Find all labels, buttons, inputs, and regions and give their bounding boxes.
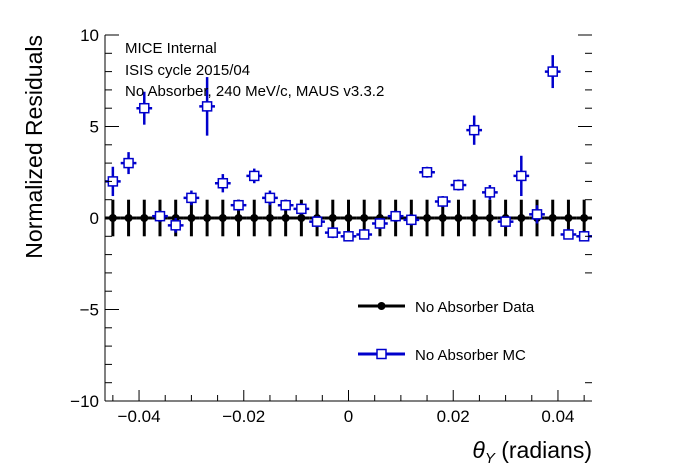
legend-data-label: No Absorber Data [415, 299, 535, 316]
data-point-marker [423, 214, 432, 222]
mc-point-marker [406, 214, 417, 226]
mc-point-marker [563, 229, 574, 240]
mc-point-marker [358, 229, 370, 240]
mc-point-marker [311, 216, 323, 227]
axes-layer: 10 5 0 −5 −10 −0.04 −0.02 0 0.02 0.04 [70, 26, 592, 426]
mc-point-marker [374, 218, 386, 229]
mc-point-marker [468, 124, 480, 136]
x-axis-label-subscript: Y [485, 450, 496, 467]
mc-point-marker [186, 192, 197, 204]
legend-background [352, 282, 592, 382]
x-axis-label: θY (radians) [472, 437, 592, 467]
mc-point-marker [531, 209, 543, 220]
y-tick-label: −10 [70, 392, 99, 411]
mc-point-marker [390, 210, 401, 222]
y-axis-label: Normalized Residuals [21, 35, 47, 259]
legend-mc-label: No Absorber MC [415, 347, 526, 364]
data-point-marker [297, 214, 306, 222]
x-tick-label: −0.04 [118, 407, 161, 426]
x-tick-label: 0 [344, 407, 353, 426]
data-point-marker [250, 214, 259, 222]
mc-point-marker [484, 187, 496, 198]
mc-point-marker [500, 216, 511, 227]
data-point-marker [344, 214, 353, 222]
y-tick-label: 0 [90, 209, 99, 228]
x-tick-label: −0.02 [222, 407, 265, 426]
legend-mc-marker [376, 348, 387, 360]
annotation-line-3: No Absorber, 240 MeV/c, MAUS v3.3.2 [125, 83, 384, 100]
mc-point-marker [264, 192, 276, 204]
mc-point-marker [248, 170, 260, 182]
data-point-marker [187, 214, 196, 222]
data-point-marker [470, 214, 479, 222]
legend: No Absorber Data No Absorber MC [352, 282, 592, 382]
mc-point-marker [201, 101, 213, 112]
data-point-marker [564, 214, 573, 222]
mc-point-marker [343, 231, 354, 242]
mc-point-marker [280, 199, 291, 211]
mc-point-marker [547, 66, 558, 77]
mc-point-marker [453, 179, 464, 191]
data-point-marker [124, 214, 133, 222]
annotation-line-2: ISIS cycle 2015/04 [125, 62, 250, 79]
mc-point-marker [437, 196, 449, 207]
mc-point-marker [421, 167, 433, 178]
legend-data-marker [377, 302, 386, 310]
mc-point-marker [154, 210, 166, 222]
x-axis-label-symbol: θ [472, 437, 485, 463]
data-point-marker [140, 214, 149, 222]
data-point-marker [548, 214, 557, 222]
mc-point-marker [139, 102, 150, 114]
x-tick-label: 0.02 [437, 407, 470, 426]
mc-point-marker [516, 170, 527, 182]
y-tick-label: −5 [80, 301, 99, 320]
data-point-marker [281, 214, 290, 222]
data-point-marker [517, 214, 526, 222]
data-point-marker [203, 214, 212, 222]
mc-point-marker [170, 220, 181, 231]
data-point-marker [454, 214, 463, 222]
x-axis-label-unit: (radians) [501, 437, 592, 463]
data-point-marker [328, 214, 337, 222]
mc-point-marker [327, 227, 339, 238]
data-point-marker [218, 214, 227, 222]
x-tick-label: 0.04 [541, 407, 574, 426]
y-tick-label: 10 [80, 26, 99, 45]
mc-point-marker [217, 177, 229, 189]
mc-point-marker [233, 199, 244, 211]
data-point-marker [360, 214, 369, 222]
mc-point-marker [296, 203, 307, 215]
data-point-marker [265, 214, 274, 222]
annotation-line-1: MICE Internal [125, 40, 217, 57]
data-point-marker [438, 214, 447, 222]
data-point-marker [234, 214, 243, 222]
plot-layer [105, 55, 592, 242]
y-tick-label: 5 [90, 118, 99, 137]
data-point-marker [485, 214, 494, 222]
mc-point-marker [123, 157, 134, 169]
